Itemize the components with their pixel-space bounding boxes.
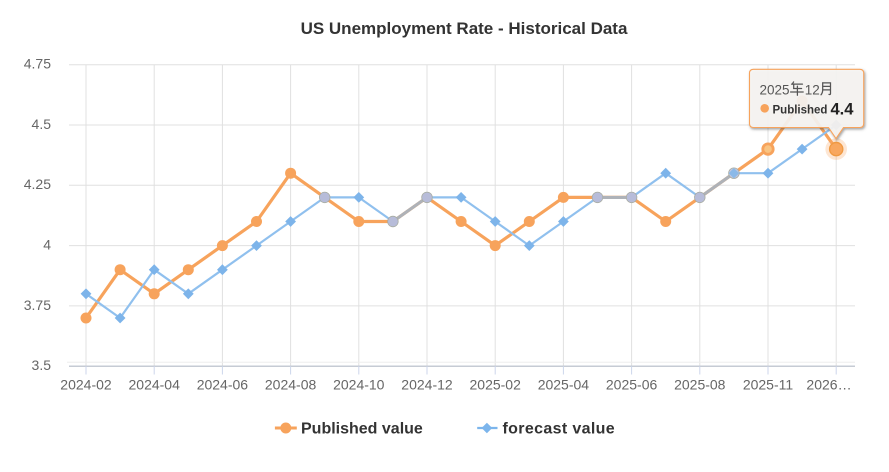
svg-text:2025-11: 2025-11	[743, 377, 794, 393]
svg-text:4: 4	[43, 237, 51, 253]
svg-text:12: 12	[805, 83, 820, 98]
svg-text:2024-02: 2024-02	[60, 377, 112, 393]
svg-text:2024-12: 2024-12	[401, 377, 453, 393]
svg-text:2025-06: 2025-06	[606, 377, 658, 393]
svg-text:Published: Published	[773, 104, 828, 116]
svg-text:4.75: 4.75	[24, 56, 51, 72]
svg-text:2025-02: 2025-02	[470, 377, 522, 393]
svg-text:2024-04: 2024-04	[129, 377, 181, 393]
svg-text:4.4: 4.4	[831, 100, 855, 118]
svg-text:forecast value: forecast value	[503, 421, 616, 438]
svg-text:3.5: 3.5	[32, 357, 52, 373]
svg-text:2024-08: 2024-08	[265, 377, 317, 393]
svg-text:2024-06: 2024-06	[197, 377, 249, 393]
svg-text:4.25: 4.25	[24, 176, 51, 192]
svg-text:2025-04: 2025-04	[538, 377, 590, 393]
svg-text:Published value: Published value	[301, 421, 423, 438]
svg-text:US Unemployment Rate - Histori: US Unemployment Rate - Historical Data	[301, 19, 628, 38]
svg-text:2026…: 2026…	[806, 377, 851, 393]
svg-text:3.75: 3.75	[24, 297, 51, 313]
svg-text:4.5: 4.5	[32, 116, 52, 132]
svg-text:2024-10: 2024-10	[333, 377, 385, 393]
svg-text:2025: 2025	[760, 83, 790, 98]
svg-text:2025-08: 2025-08	[674, 377, 726, 393]
